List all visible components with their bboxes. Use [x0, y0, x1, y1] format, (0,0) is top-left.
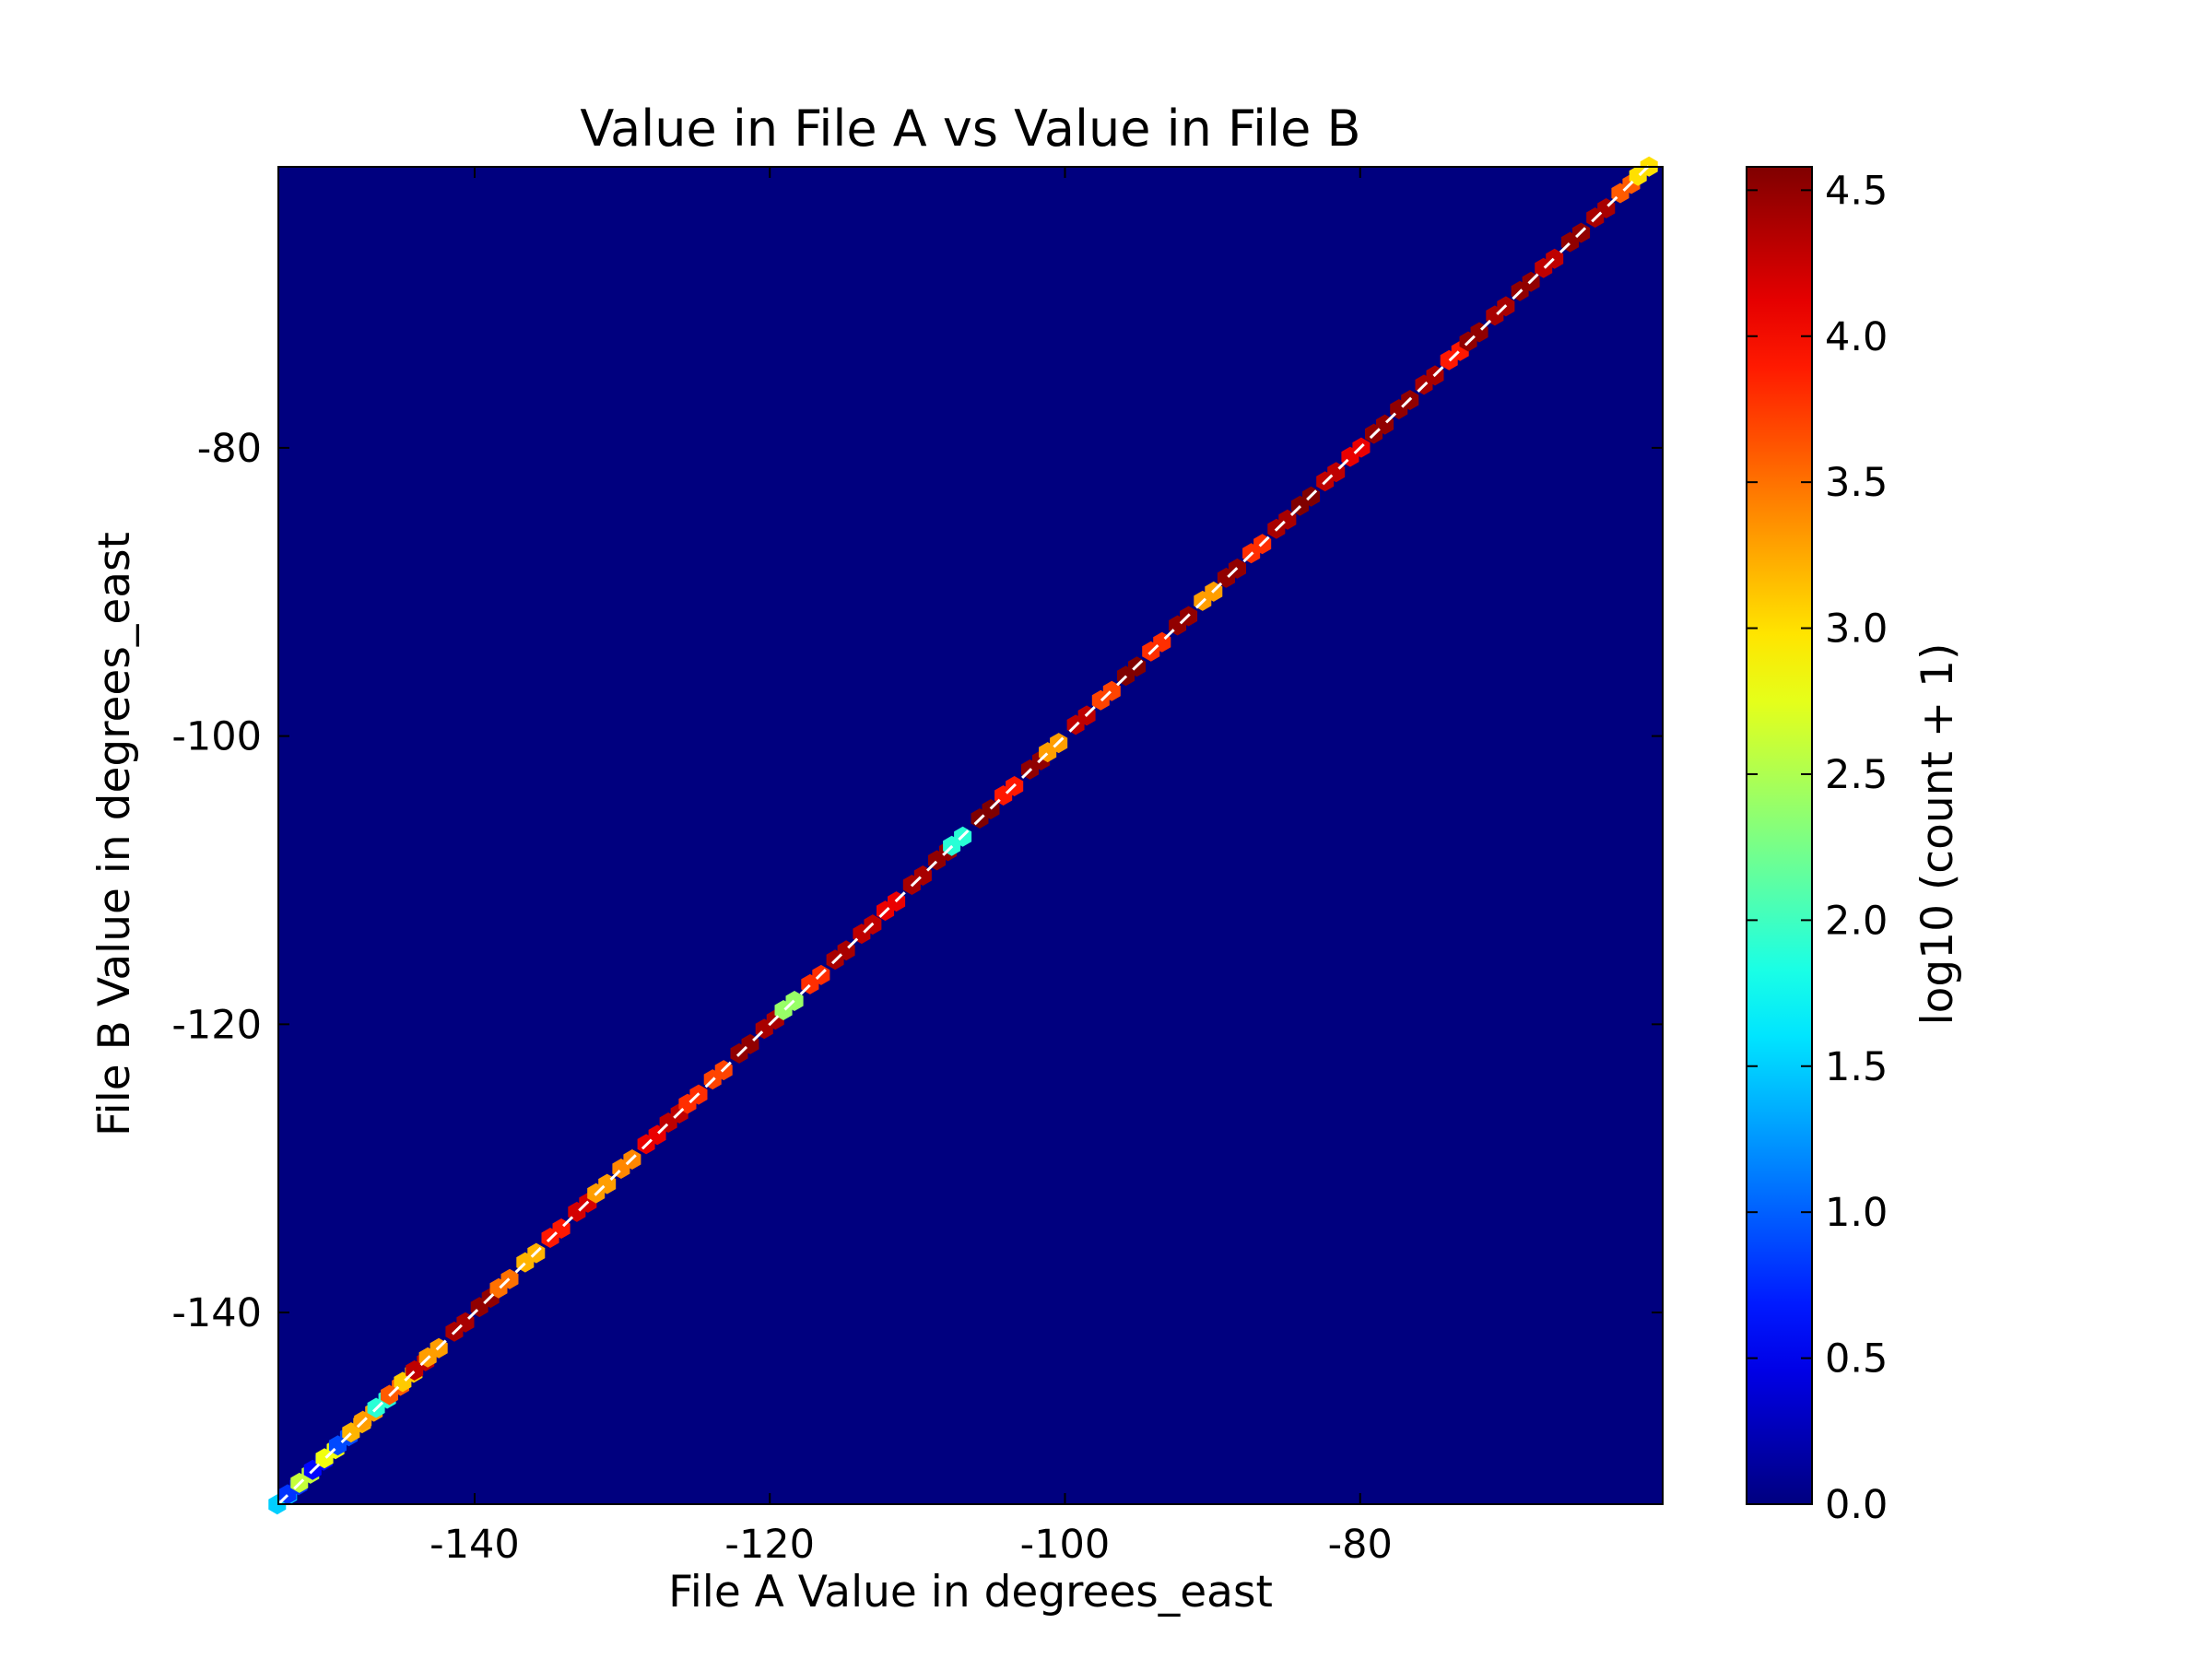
colorbar: 0.0 0.5 1.0 1.5 2.0 2.5 3.0 3.5 4.0 4.5 [1746, 166, 1888, 1528]
colorbar-tick-label: 0.0 [1825, 1482, 1888, 1528]
colorbar-tick-label: 1.0 [1825, 1190, 1888, 1236]
x-axis-ticks: -140 -120 -100 -80 [429, 167, 1393, 1568]
x-axis-label: File A Value in degrees_east [668, 1567, 1273, 1618]
colorbar-tick-label: 4.0 [1825, 314, 1888, 360]
colorbar-tick-label: 3.0 [1825, 606, 1888, 653]
colorbar-gradient [1746, 166, 1813, 1505]
colorbar-tick-label: 1.5 [1825, 1044, 1888, 1090]
colorbar-tick-label: 2.5 [1825, 752, 1888, 798]
identity-reference-line [276, 162, 1653, 1506]
x-tick-label: -100 [1020, 1522, 1111, 1568]
x-tick-label: -120 [724, 1522, 815, 1568]
y-tick-label: -100 [171, 714, 262, 760]
hexbin-cells [268, 156, 1658, 1515]
chart-title: Value in File A vs Value in File B [580, 100, 1360, 158]
plot-frame [277, 166, 1664, 1505]
colorbar-tick-label: 4.5 [1825, 168, 1888, 214]
colorbar-tick-label: 2.0 [1825, 898, 1888, 944]
x-tick-label: -80 [1328, 1522, 1393, 1568]
y-tick-label: -120 [171, 1002, 262, 1048]
y-tick-label: -80 [197, 426, 262, 472]
colorbar-tick-label: 3.5 [1825, 460, 1888, 506]
x-tick-label: -140 [429, 1522, 520, 1568]
colorbar-tick-label: 0.5 [1825, 1336, 1888, 1382]
y-tick-label: -140 [171, 1290, 262, 1336]
colorbar-label: log10 (count + 1) [1912, 643, 1963, 1026]
y-axis-ticks: -140 -120 -100 -80 [171, 426, 1663, 1336]
y-axis-label: File B Value in degrees_east [89, 532, 140, 1136]
